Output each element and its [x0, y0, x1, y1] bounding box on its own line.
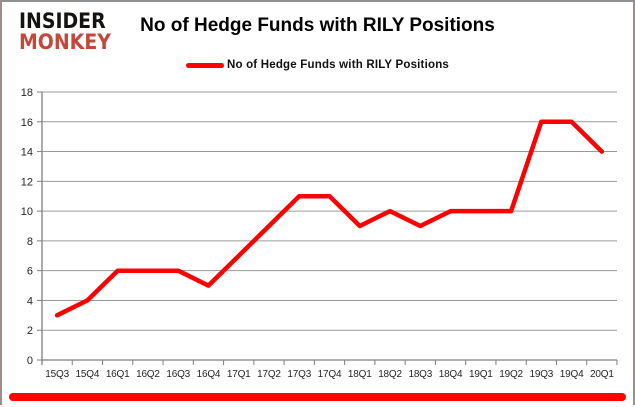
y-axis-label: 6	[27, 266, 33, 278]
x-axis-label: 19Q2	[499, 369, 523, 380]
insider-monkey-logo: INSIDER MONKEY	[19, 11, 111, 52]
x-axis-label: 18Q1	[348, 369, 372, 380]
x-axis-label: 16Q2	[136, 369, 160, 380]
x-axis-label: 19Q1	[469, 369, 493, 380]
x-axis-label: 16Q1	[106, 369, 130, 380]
y-axis-label: 8	[27, 236, 33, 248]
x-axis-label: 18Q4	[439, 369, 463, 380]
x-axis-label: 17Q4	[318, 369, 342, 380]
bottom-red-bar	[9, 393, 626, 401]
logo-insider-text: INSIDER	[19, 9, 106, 33]
x-axis-label: 17Q1	[227, 369, 251, 380]
x-axis-label: 17Q3	[287, 369, 311, 380]
y-axis-label: 2	[27, 325, 33, 337]
x-axis-label: 15Q3	[45, 369, 69, 380]
y-axis-label: 18	[21, 87, 33, 99]
x-axis-label: 15Q4	[76, 369, 100, 380]
x-axis-label: 19Q3	[530, 369, 554, 380]
x-axis-label: 16Q4	[197, 369, 221, 380]
legend-label: No of Hedge Funds with RILY Positions	[226, 59, 450, 71]
y-axis-label: 12	[21, 176, 33, 188]
x-axis-label: 18Q2	[378, 369, 402, 380]
logo-monkey-text: MONKEY	[19, 29, 111, 54]
x-axis-label: 19Q4	[560, 369, 584, 380]
legend: No of Hedge Funds with RILY Positions	[2, 59, 633, 71]
x-axis-label: 16Q3	[166, 369, 190, 380]
x-axis-label: 20Q1	[590, 369, 614, 380]
y-axis-label: 14	[21, 147, 33, 159]
y-axis-label: 0	[27, 355, 33, 367]
chart-title: No of Hedge Funds with RILY Positions	[140, 15, 495, 36]
legend-line-swatch	[185, 62, 224, 68]
x-axis-label: 18Q3	[408, 369, 432, 380]
x-axis-label: 17Q2	[257, 369, 281, 380]
y-axis-label: 10	[21, 206, 33, 218]
y-axis-label: 16	[21, 117, 33, 129]
y-axis-label: 4	[27, 295, 33, 307]
series-line	[54, 119, 605, 318]
